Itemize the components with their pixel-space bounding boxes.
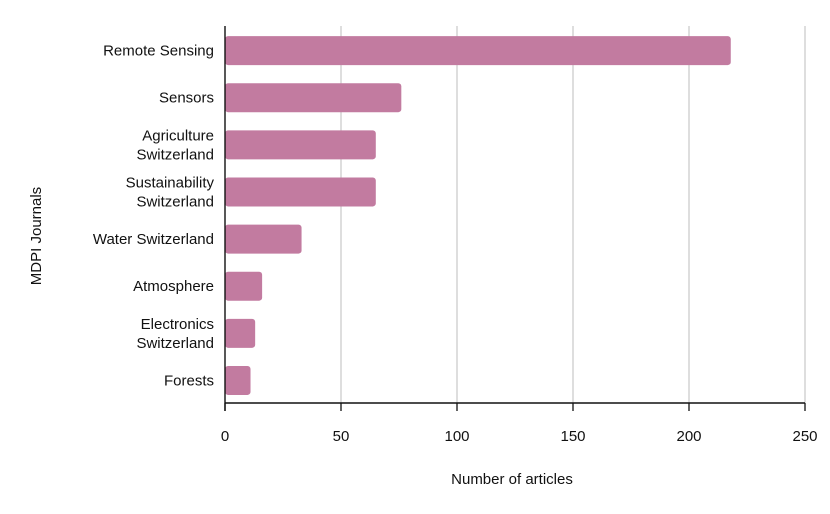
bar — [225, 224, 302, 254]
category-label: Electronics Switzerland — [136, 316, 214, 352]
category-label-line: Sustainability — [126, 174, 215, 191]
category-label: Water Switzerland — [93, 231, 214, 248]
category-label-line: Switzerland — [136, 335, 214, 352]
category-label-line: Switzerland — [136, 146, 214, 163]
category-labels: Remote Sensing Sensors Agriculture Switzerl… — [93, 43, 215, 390]
x-tick-label: 100 — [444, 428, 469, 445]
category-label: Forests — [164, 372, 214, 389]
category-label-line: Water Switzerland — [93, 231, 214, 248]
category-label: Remote Sensing — [103, 43, 214, 60]
x-tick-label: 200 — [676, 428, 701, 445]
bar — [225, 177, 376, 207]
category-label: Agriculture Switzerland — [136, 127, 214, 163]
x-tick-label: 150 — [560, 428, 585, 445]
x-tick-labels: 0 50 100 150 200 250 — [221, 428, 818, 445]
category-label: Sensors — [159, 90, 214, 107]
category-label-line: Atmosphere — [133, 278, 214, 295]
category-label-line: Agriculture — [142, 127, 214, 144]
category-label-line: Sensors — [159, 90, 214, 107]
x-axis-title: Number of articles — [451, 471, 573, 488]
bar — [225, 36, 731, 66]
category-label: Atmosphere — [133, 278, 214, 295]
axes — [224, 26, 806, 411]
y-axis-title: MDPI Journals — [28, 187, 45, 285]
category-label: Sustainability Switzerland — [126, 174, 215, 210]
bar — [225, 365, 251, 395]
category-label-line: Switzerland — [136, 193, 214, 210]
category-label-line: Forests — [164, 372, 214, 389]
gridlines — [340, 26, 806, 403]
x-tick-label: 50 — [333, 428, 350, 445]
bar — [225, 271, 263, 301]
x-tick-label: 0 — [221, 428, 229, 445]
bars — [225, 36, 731, 395]
bar — [225, 130, 376, 160]
bar — [225, 318, 256, 348]
category-label-line: Remote Sensing — [103, 43, 214, 60]
bar — [225, 83, 402, 113]
x-tick-label: 250 — [792, 428, 817, 445]
category-label-line: Electronics — [141, 316, 214, 333]
